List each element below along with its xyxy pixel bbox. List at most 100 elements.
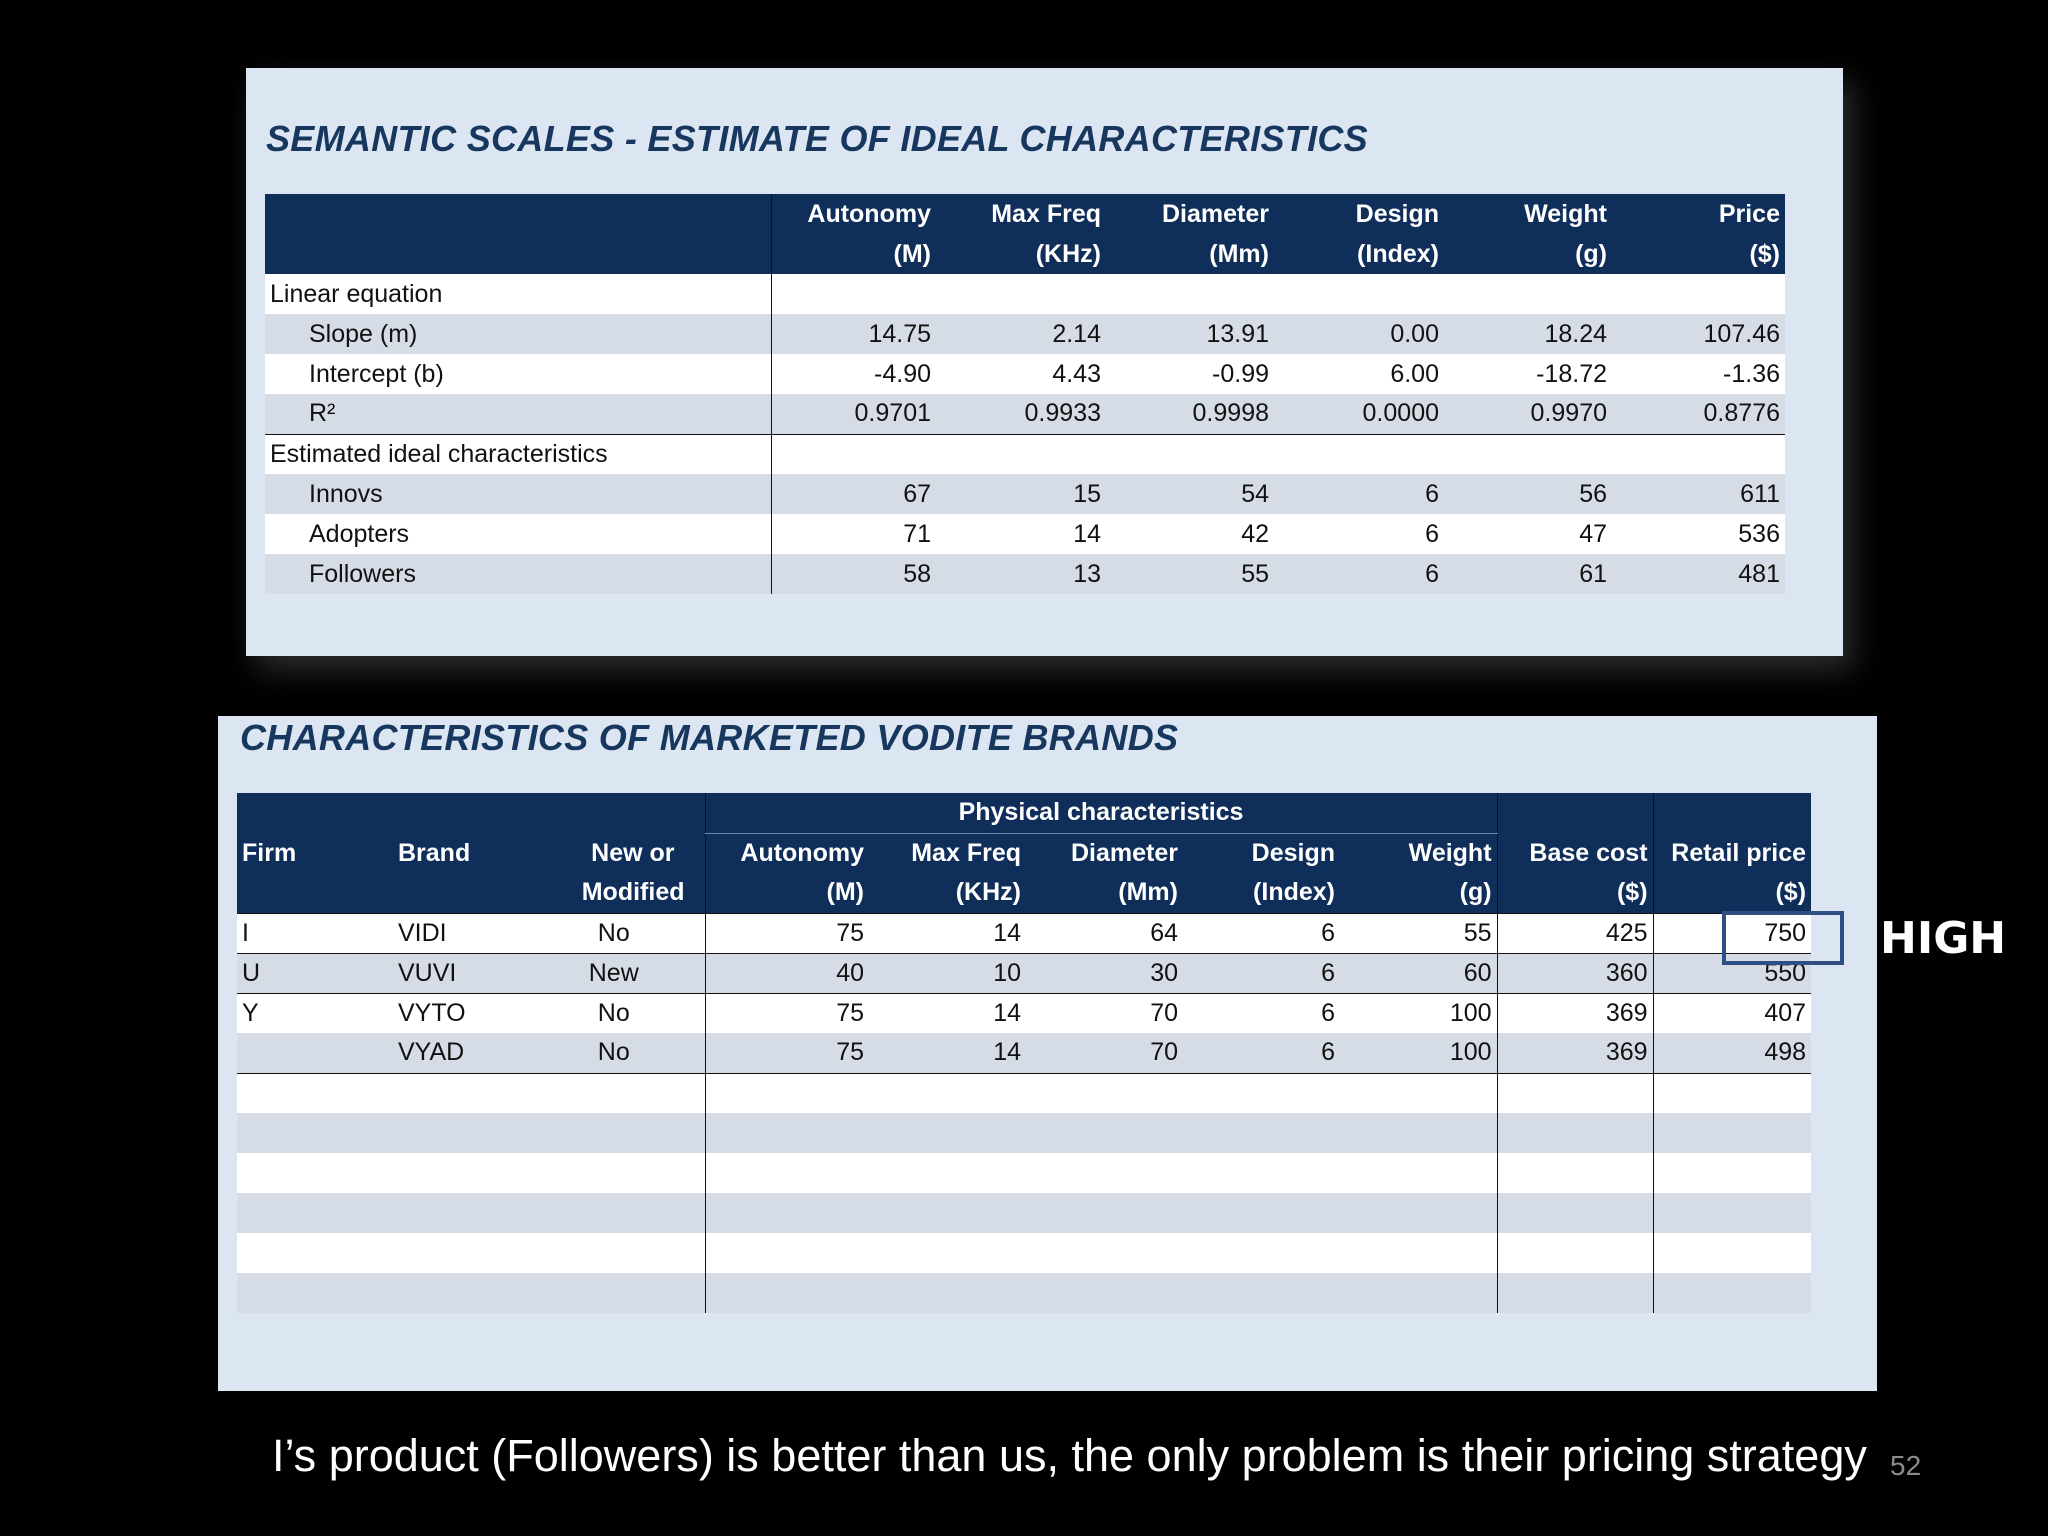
table-row: Adopters 71 14 42 6 47 536 — [265, 514, 1785, 554]
cell-diameter: 70 — [1026, 1033, 1183, 1074]
table-row: Innovs 67 15 54 6 56 611 — [265, 474, 1785, 514]
cell: 71 — [770, 514, 936, 554]
t1-header-diameter: Diameter — [1106, 194, 1274, 234]
cell: 536 — [1612, 514, 1785, 554]
cell-diameter: 30 — [1026, 953, 1183, 994]
t1-unit-design: (Index) — [1274, 234, 1444, 274]
cell: 54 — [1106, 474, 1274, 514]
header-modified: Modified — [523, 873, 705, 913]
cell: 56 — [1444, 474, 1612, 514]
cell-maxfreq: 14 — [869, 1033, 1026, 1074]
cell: 611 — [1612, 474, 1785, 514]
cell: 0.9701 — [770, 394, 936, 434]
section-label-estimated-ideal: Estimated ideal characteristics — [265, 433, 771, 474]
cell: 0.9970 — [1444, 394, 1612, 434]
t1-header-weight: Weight — [1444, 194, 1612, 234]
table-row: I VIDI No 75 14 64 6 55 425 750 — [237, 912, 1812, 954]
cell: 4.43 — [936, 354, 1106, 394]
cell: -4.90 — [770, 354, 936, 394]
cell-base-cost: 360 — [1496, 953, 1654, 994]
physical-characteristics-header: Physical characteristics — [704, 793, 1498, 834]
unit-base-cost: ($) — [1496, 873, 1654, 913]
row-label: Followers — [265, 554, 771, 594]
cell: 67 — [770, 474, 936, 514]
unit-maxfreq: (KHz) — [869, 873, 1026, 913]
cell: 55 — [1106, 554, 1274, 594]
cell: 15 — [936, 474, 1106, 514]
cell-firm: U — [237, 953, 393, 994]
cell: 2.14 — [936, 314, 1106, 354]
semantic-scales-title: SEMANTIC SCALES - ESTIMATE OF IDEAL CHAR… — [266, 118, 1368, 159]
t1-section-row: Linear equation — [265, 274, 1785, 314]
cell: 0.9933 — [936, 394, 1106, 434]
cell: 6 — [1274, 474, 1444, 514]
unit-weight: (g) — [1340, 873, 1498, 913]
empty-row — [237, 1153, 1812, 1193]
cell-status: No — [523, 1033, 705, 1074]
cell-weight: 100 — [1340, 993, 1498, 1033]
cell: -1.36 — [1612, 354, 1785, 394]
row-label: Slope (m) — [265, 314, 771, 354]
cell-base-cost: 369 — [1496, 993, 1654, 1033]
unit-design: (Index) — [1183, 873, 1340, 913]
semantic-scales-table: Autonomy Max Freq Diameter Design Weight… — [265, 194, 1785, 594]
cell-autonomy: 75 — [704, 912, 869, 954]
cell: -18.72 — [1444, 354, 1612, 394]
cell: 481 — [1612, 554, 1785, 594]
cell-brand: VUVI — [393, 953, 523, 994]
t1-section-row: Estimated ideal characteristics — [265, 433, 1785, 474]
cell-firm — [237, 1033, 393, 1074]
cell-design: 6 — [1183, 1033, 1340, 1074]
unit-autonomy: (M) — [704, 873, 869, 913]
table-row: R² 0.9701 0.9933 0.9998 0.0000 0.9970 0.… — [265, 394, 1785, 434]
cell-brand: VYTO — [393, 993, 523, 1033]
row-label: Innovs — [265, 474, 771, 514]
header-retail-price: Retail price — [1652, 833, 1812, 873]
cell: 42 — [1106, 514, 1274, 554]
cell: 18.24 — [1444, 314, 1612, 354]
cell-base-cost: 369 — [1496, 1033, 1654, 1074]
cell-autonomy: 75 — [704, 993, 869, 1033]
row-label: Adopters — [265, 514, 771, 554]
cell-status: No — [523, 912, 705, 954]
cell: 0.0000 — [1274, 394, 1444, 434]
unit-retail-price: ($) — [1652, 873, 1812, 913]
row-label: R² — [265, 394, 771, 434]
cell-weight: 60 — [1340, 953, 1498, 994]
t1-header-row-bottom: (M) (KHz) (Mm) (Index) (g) ($) — [265, 234, 1785, 274]
cell-diameter: 70 — [1026, 993, 1183, 1033]
cell-brand: VYAD — [393, 1033, 523, 1074]
t2-header-row-top: Firm Brand New or Autonomy Max Freq Diam… — [237, 833, 1812, 873]
table-row: U VUVI New 40 10 30 6 60 360 550 — [237, 953, 1812, 994]
header-new-or: New or — [523, 833, 705, 873]
cell-base-cost: 425 — [1496, 912, 1654, 954]
t1-unit-maxfreq: (KHz) — [936, 234, 1106, 274]
table-row: VYAD No 75 14 70 6 100 369 498 — [237, 1033, 1812, 1074]
cell: 0.8776 — [1612, 394, 1785, 434]
cell: 6 — [1274, 514, 1444, 554]
cell-retail-price: 750 — [1652, 912, 1812, 954]
cell-maxfreq: 14 — [869, 912, 1026, 954]
marketed-brands-table: Physical characteristics Firm Brand New … — [237, 793, 1812, 1313]
cell: 47 — [1444, 514, 1612, 554]
table-row: Slope (m) 14.75 2.14 13.91 0.00 18.24 10… — [265, 314, 1785, 354]
t1-unit-diameter: (Mm) — [1106, 234, 1274, 274]
cell: 6.00 — [1274, 354, 1444, 394]
header-diameter: Diameter — [1026, 833, 1183, 873]
cell-firm: Y — [237, 993, 393, 1033]
table-row: Followers 58 13 55 6 61 481 — [265, 554, 1785, 594]
empty-row — [237, 1193, 1812, 1233]
cell: 107.46 — [1612, 314, 1785, 354]
t1-header-autonomy: Autonomy — [770, 194, 936, 234]
t1-header-price: Price — [1612, 194, 1785, 234]
cell-status: No — [523, 993, 705, 1033]
cell-design: 6 — [1183, 912, 1340, 954]
t2-header-row-bottom: Modified (M) (KHz) (Mm) (Index) (g) ($) … — [237, 873, 1812, 913]
t2-group-header-row: Physical characteristics — [237, 793, 1812, 834]
cell: 14.75 — [770, 314, 936, 354]
header-base-cost: Base cost — [1496, 833, 1654, 873]
t1-header-design: Design — [1274, 194, 1444, 234]
cell: 13 — [936, 554, 1106, 594]
cell-design: 6 — [1183, 993, 1340, 1033]
header-maxfreq: Max Freq — [869, 833, 1026, 873]
